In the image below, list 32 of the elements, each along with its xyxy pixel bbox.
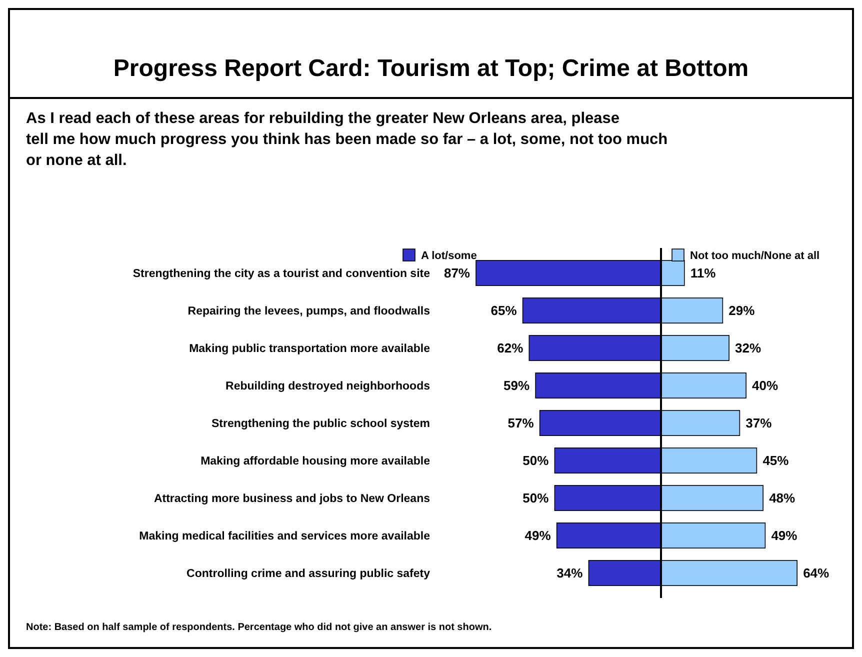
chart-title: Progress Report Card: Tourism at Top; Crime at Bottom: [113, 55, 749, 82]
data-label: 49%: [771, 528, 798, 544]
data-label: 59%: [504, 378, 530, 394]
y-tick-label: Rebuilding destroyed neighborhoods: [226, 380, 430, 393]
text: As I read each of these areas for rebuilding the greater New Orleans area, please tell me how much progress you think has been made so far – a lot, some, not too much or none at all.: [26, 110, 668, 169]
data-label: 62%: [497, 340, 524, 356]
legend-label: A lot/some: [421, 250, 477, 262]
data-label: 65%: [490, 303, 518, 318]
data-label: 49%: [524, 528, 552, 544]
y-tick-label: Controlling crime and assuring public safety: [186, 568, 431, 580]
data-label: 40%: [752, 378, 779, 394]
data-label: 34%: [556, 566, 584, 581]
y-tick-label: Strengthening the public school system: [211, 418, 430, 430]
data-label: 29%: [728, 303, 756, 318]
y-tick-label: Repairing the levees, pumps, and floodwalls: [188, 306, 430, 318]
y-tick-label: Attracting more business and jobs to New Orleans: [154, 493, 430, 506]
data-label: 57%: [508, 416, 534, 431]
data-label: 50%: [522, 453, 550, 468]
text: Note: Based on half sample of respondents. Percentage who did not give an answer is not shown.: [26, 622, 492, 633]
data-label: 37%: [746, 416, 772, 431]
data-label: 11%: [690, 266, 716, 281]
data-label: 64%: [803, 566, 830, 581]
y-tick-label: Strengthening the city as a tourist and convention site: [132, 268, 430, 280]
legend-label: Not too much/None at all: [690, 250, 820, 262]
data-label: 48%: [769, 490, 796, 506]
data-label: 45%: [762, 453, 790, 468]
data-label: 50%: [522, 490, 550, 506]
data-label: 32%: [735, 340, 762, 356]
y-tick-label: Making affordable housing more available: [200, 456, 430, 468]
data-label: 87%: [444, 266, 470, 281]
y-tick-label: Making medical facilities and services more available: [139, 530, 430, 543]
y-tick-label: Making public transportation more available: [189, 343, 430, 356]
